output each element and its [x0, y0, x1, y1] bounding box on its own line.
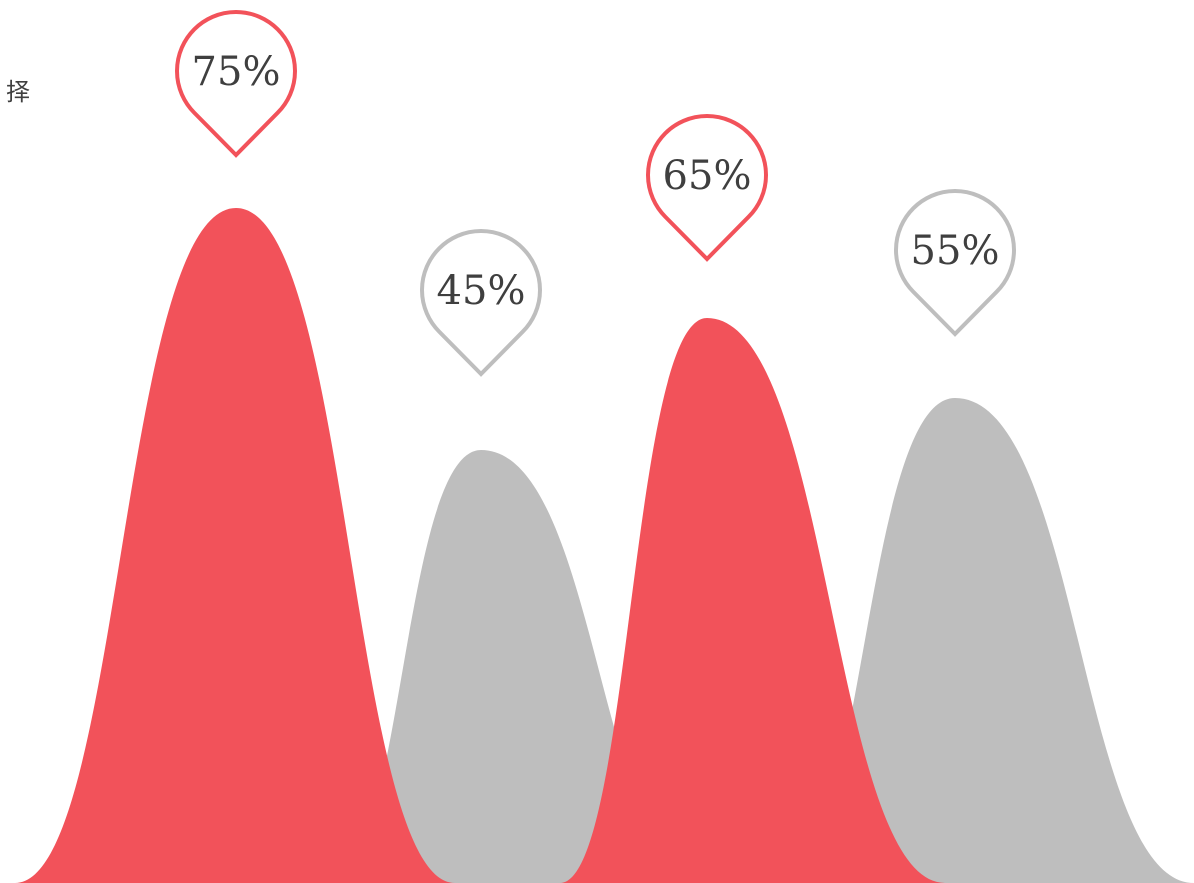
value-label-2: 45%	[437, 268, 526, 314]
pin-outline-3	[646, 114, 768, 262]
pin-outline-2	[420, 229, 542, 377]
pin-marker-3: 65%	[646, 114, 768, 262]
pin-outline-1	[175, 10, 297, 158]
pin-outline-4	[894, 189, 1016, 337]
peak-4	[780, 398, 1194, 883]
value-label-4: 55%	[911, 228, 1000, 274]
pin-marker-1: 75%	[175, 10, 297, 158]
value-label-3: 65%	[663, 153, 752, 199]
pin-marker-2: 45%	[420, 229, 542, 377]
corner-text: 择	[6, 78, 30, 106]
peak-1	[15, 208, 455, 883]
pin-marker-4: 55%	[894, 189, 1016, 337]
value-label-1: 75%	[192, 49, 281, 95]
peak-3	[560, 318, 945, 883]
